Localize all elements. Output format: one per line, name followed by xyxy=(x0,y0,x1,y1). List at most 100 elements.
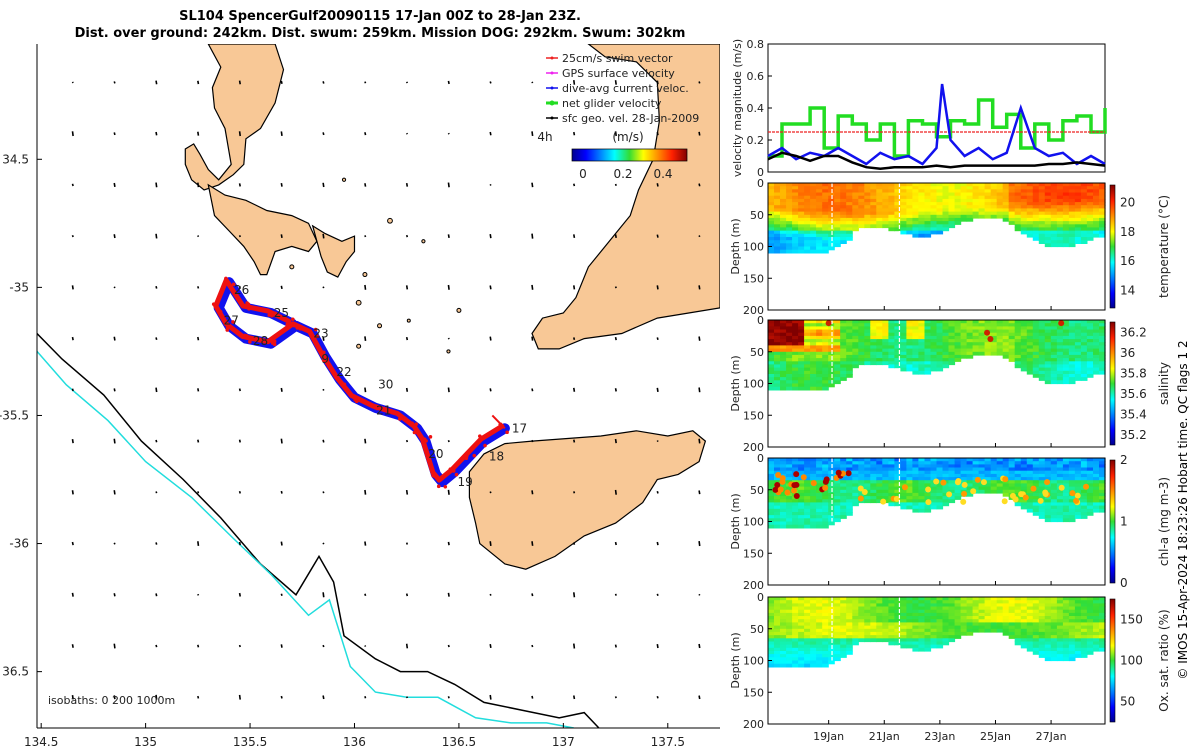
heatmap-cell xyxy=(1038,205,1046,209)
heatmap-cell xyxy=(1026,224,1034,229)
heatmap-hotspot xyxy=(980,479,987,486)
heatmap-cell xyxy=(1008,635,1016,639)
heatmap-cell xyxy=(1062,335,1070,340)
geo-velocity-arrow xyxy=(322,644,325,648)
heatmap-cell xyxy=(1056,351,1064,356)
heatmap-cell xyxy=(864,486,871,491)
heatmap-cell xyxy=(876,358,883,362)
heatmap-cell xyxy=(906,224,913,229)
heatmap-cell xyxy=(792,458,799,462)
heatmap-cell xyxy=(804,603,811,608)
y-tick-label: 150 xyxy=(743,409,764,422)
heatmap-cell xyxy=(894,339,901,343)
heatmap-cell xyxy=(972,320,980,324)
heatmap-cell xyxy=(804,619,811,623)
heatmap-cell xyxy=(1086,467,1094,472)
heatmap-cell xyxy=(840,329,847,334)
heatmap-cell xyxy=(1074,609,1082,614)
heatmap-cell xyxy=(1099,354,1106,359)
heatmap-cell xyxy=(912,348,919,353)
heatmap-cell xyxy=(942,483,950,488)
geo-velocity-arrow xyxy=(155,285,158,289)
heatmap-cell xyxy=(1026,329,1034,334)
heatmap-cell xyxy=(852,345,859,350)
heatmap-cell xyxy=(858,183,865,187)
geo-velocity-arrow xyxy=(364,541,367,546)
heatmap-cell xyxy=(780,603,787,608)
heatmap-cell xyxy=(894,198,901,203)
heatmap-cell xyxy=(1099,189,1106,194)
heatmap-cell xyxy=(978,489,986,494)
heatmap-cell xyxy=(840,237,847,241)
day-label: 21 xyxy=(376,403,391,417)
heatmap-cell xyxy=(1080,332,1088,337)
heatmap-cell xyxy=(1050,329,1058,334)
heatmap-cell xyxy=(1086,489,1094,494)
heatmap-cell xyxy=(1093,351,1100,356)
heatmap-cell xyxy=(1086,499,1094,504)
heatmap-cell xyxy=(1038,364,1046,369)
heatmap-cell xyxy=(990,339,998,343)
heatmap-cell xyxy=(1068,233,1076,238)
geo-velocity-arrow xyxy=(155,644,158,648)
heatmap-cell xyxy=(996,467,1004,472)
heatmap-cell xyxy=(1020,367,1028,372)
heatmap-cell xyxy=(1044,625,1052,630)
heatmap-cell xyxy=(900,202,907,206)
heatmap-cell xyxy=(1014,467,1022,472)
heatmap-cell xyxy=(822,464,829,469)
heatmap-cell xyxy=(984,470,992,475)
heatmap-cell xyxy=(786,198,793,203)
y-tick-label: 200 xyxy=(743,579,764,592)
heatmap-cell xyxy=(780,657,787,662)
heatmap-cell xyxy=(864,345,871,350)
geo-velocity-arrow xyxy=(280,490,283,494)
swim-vector xyxy=(479,435,483,440)
heatmap-cell xyxy=(960,345,968,350)
x-tick-label: 19Jan xyxy=(813,730,844,743)
heatmap-cell xyxy=(780,377,787,381)
heatmap-cell xyxy=(810,647,817,652)
heatmap-cell xyxy=(1026,635,1034,639)
heatmap-cell xyxy=(960,597,968,601)
heatmap-cell xyxy=(990,625,998,630)
heatmap-cell xyxy=(948,326,956,331)
heatmap-cell xyxy=(906,189,913,194)
heatmap-cell xyxy=(960,323,968,327)
heatmap-cell xyxy=(1050,508,1058,513)
heatmap-hotspot xyxy=(1083,483,1090,490)
heatmap-cell xyxy=(1044,657,1052,662)
heatmap-cell xyxy=(1080,515,1088,519)
heatmap-cell xyxy=(876,492,883,497)
heatmap-cell xyxy=(852,600,859,604)
heatmap-cell xyxy=(1080,622,1088,627)
heatmap-cell xyxy=(1074,619,1082,623)
heatmap-cell xyxy=(882,192,889,197)
swim-vector xyxy=(307,329,312,333)
heatmap-cell xyxy=(1050,603,1058,608)
heatmap-cell xyxy=(780,233,787,238)
geo-velocity-arrow xyxy=(71,592,74,597)
heatmap-cell xyxy=(774,467,781,472)
heatmap-cell xyxy=(768,186,775,190)
heatmap-cell xyxy=(996,202,1004,206)
heatmap-cell xyxy=(1050,631,1058,636)
heatmap-cell xyxy=(774,320,781,324)
heatmap-cell xyxy=(900,641,907,646)
heatmap-cell xyxy=(948,192,956,197)
heatmap-cell xyxy=(942,323,950,327)
swim-vector xyxy=(292,323,296,328)
geo-velocity-arrow xyxy=(531,490,534,495)
heatmap-cell xyxy=(912,345,919,350)
heatmap-cell xyxy=(1020,616,1028,620)
heatmap-hotspot xyxy=(835,469,842,476)
heatmap-cell xyxy=(978,616,986,620)
heatmap-cell xyxy=(798,654,805,658)
heatmap-cell xyxy=(882,622,889,627)
heatmap-cell xyxy=(780,625,787,630)
heatmap-cell xyxy=(1008,202,1016,206)
heatmap-cell xyxy=(1093,638,1100,643)
heatmap-cell xyxy=(852,628,859,633)
heatmap-cell xyxy=(1026,189,1034,194)
heatmap-cell xyxy=(930,195,938,200)
